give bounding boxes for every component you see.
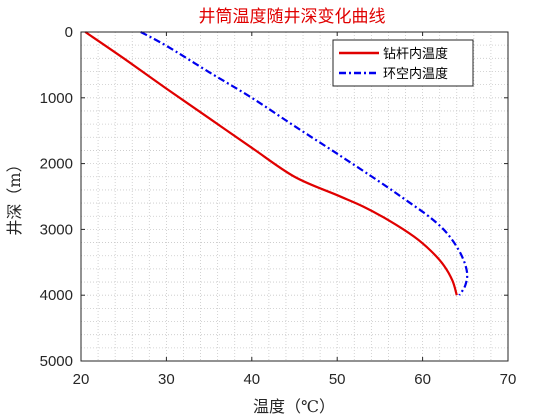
legend-label-drill-pipe: 钻杆内温度	[383, 46, 448, 62]
legend-box	[332, 39, 474, 87]
legend: 钻杆内温度 环空内温度	[332, 39, 474, 87]
series-line-annulus	[140, 31, 469, 296]
series-group	[84, 31, 469, 296]
plot-area	[81, 32, 508, 361]
plot-frame	[80, 31, 509, 362]
y-tick-label: 3000	[40, 221, 73, 238]
series-line-drill-pipe	[84, 31, 458, 296]
x-axis-label: 温度（℃）	[253, 397, 335, 416]
chart-title: 井筒温度随井深变化曲线	[199, 7, 386, 27]
x-tick-label: 20	[73, 371, 90, 388]
legend-label-annulus: 环空内温度	[383, 66, 448, 82]
y-tick-label: 1000	[40, 90, 73, 107]
x-tick-label: 30	[158, 371, 175, 388]
x-tick-label: 60	[414, 371, 431, 388]
x-tick-label: 50	[329, 371, 346, 388]
y-tick-label: 0	[65, 24, 73, 41]
y-tick-label: 5000	[40, 353, 73, 370]
y-axis-label: 井深（m）	[5, 156, 24, 235]
x-tick-label: 40	[243, 371, 260, 388]
x-tick-label: 70	[500, 371, 517, 388]
y-tick-label: 2000	[40, 156, 73, 173]
y-tick-label: 4000	[40, 287, 73, 304]
